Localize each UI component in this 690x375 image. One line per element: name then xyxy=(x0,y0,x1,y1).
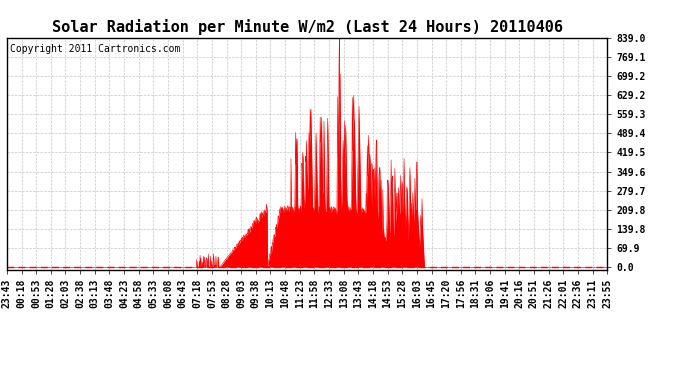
Text: Copyright 2011 Cartronics.com: Copyright 2011 Cartronics.com xyxy=(10,45,180,54)
Title: Solar Radiation per Minute W/m2 (Last 24 Hours) 20110406: Solar Radiation per Minute W/m2 (Last 24… xyxy=(52,19,562,35)
